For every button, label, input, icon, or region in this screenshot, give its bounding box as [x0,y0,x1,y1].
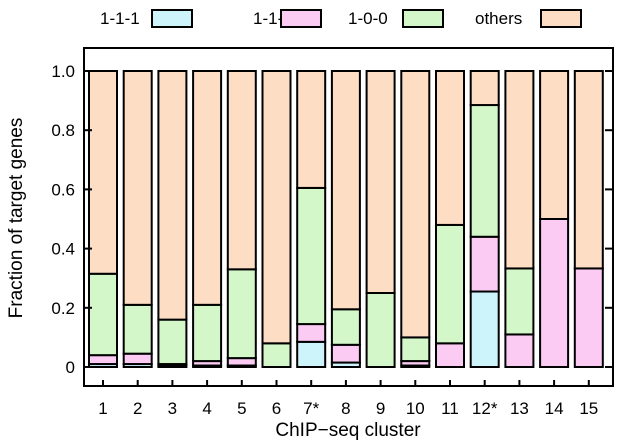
legend: 1-1-1 1-1-0 1-0-0 others [100,9,582,28]
x-axis: 1 2 3 4 5 6 7* 8 9 10 11 12* 13 14 15 [98,380,598,418]
bar-segment-2-cluster-14 [539,218,570,368]
bar-segment-2-cluster-13 [504,333,535,369]
bars [88,70,604,369]
plot-frame [83,47,614,387]
x-tick-label: 9 [376,399,385,418]
legend-label-4: others [475,9,522,28]
bar-segment-3-cluster-6 [261,342,292,369]
bar-segment-4-cluster-3 [157,70,188,321]
x-tick-label: 8 [341,399,350,418]
bar-segment-2-cluster-5 [226,357,257,367]
bar-segment-4-cluster-11 [435,70,465,226]
x-tick-label: 13 [510,399,529,418]
y-tick-label: 0 [66,358,75,377]
bar-segment-3-cluster-11 [435,223,465,345]
bar-segment-4-cluster-14 [539,70,570,220]
bar-segment-2-cluster-12 [469,235,500,293]
x-tick-label: 10 [406,399,425,418]
legend-label-3: 1-0-0 [348,9,388,28]
x-tick-label: 7* [303,399,319,418]
legend-swatch-4 [540,9,582,28]
bar-segment-4-cluster-2 [122,70,153,306]
y-tick-label: 0.2 [51,299,75,318]
x-tick-label: 5 [237,399,246,418]
bar-segment-4-cluster-4 [192,70,223,306]
x-tick-label: 3 [168,399,177,418]
bar-segment-3-cluster-10 [400,336,431,363]
y-tick-label: 0.6 [51,180,75,199]
bar-segment-2-cluster-2 [122,352,153,366]
bar-segment-3-cluster-9 [365,292,396,368]
bar-segment-4-cluster-6 [261,70,292,345]
y-tick-label: 0.8 [51,121,75,140]
bar-segment-2-cluster-11 [435,342,465,369]
bar-segment-3-cluster-12 [469,104,500,238]
x-tick-label: 1 [98,399,107,418]
bar-segment-1-cluster-7 [296,340,327,368]
x-tick-label: 6 [272,399,281,418]
bar-segment-4-cluster-15 [573,70,604,270]
bar-segment-3-cluster-3 [157,318,188,366]
bar-segment-3-cluster-2 [122,303,153,355]
legend-swatch-3 [402,9,444,28]
y-tick-label: 1.0 [51,62,75,81]
x-tick-label: 15 [579,399,598,418]
x-axis-title: ChIP−seq cluster [275,420,421,441]
bar-segment-3-cluster-4 [192,303,223,363]
bar-segment-3-cluster-13 [504,267,535,336]
x-tick-label: 12* [472,399,498,418]
bar-segment-3-cluster-7 [296,186,327,326]
bar-segment-4-cluster-7 [296,70,327,189]
bar-segment-2-cluster-7 [296,323,327,343]
bar-segment-4-cluster-12 [469,70,500,107]
x-tick-label: 11 [441,399,459,418]
y-tick-label: 0.4 [51,240,75,259]
bar-segment-3-cluster-1 [88,272,118,357]
bar-segment-4-cluster-13 [504,70,535,270]
bar-segment-3-cluster-5 [226,268,257,360]
bar-segment-2-cluster-8 [330,343,361,364]
legend-swatch-1 [151,9,193,28]
bar-segment-4-cluster-9 [365,70,396,294]
bar-segment-4-cluster-10 [400,70,431,339]
bar-segment-4-cluster-8 [330,70,361,311]
x-tick-label: 4 [202,399,211,418]
bar-segment-3-cluster-8 [330,308,361,346]
bar-segment-4-cluster-5 [226,70,257,271]
y-axis: 0 0.2 0.4 0.6 0.8 1.0 [51,62,613,377]
bar-segment-4-cluster-1 [88,70,118,275]
x-tick-label: 2 [133,399,142,418]
legend-label-1: 1-1-1 [100,9,140,28]
y-axis-title: Fraction of target genes [6,118,27,319]
legend-swatch-2 [280,9,322,28]
bar-segment-2-cluster-1 [88,354,118,366]
x-tick-label: 14 [545,399,564,418]
bar-segment-1-cluster-12 [469,290,500,368]
bar-segment-2-cluster-15 [573,267,604,369]
